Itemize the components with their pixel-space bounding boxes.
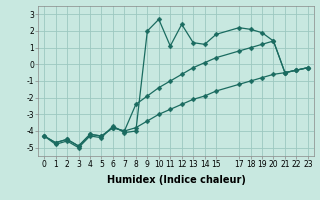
X-axis label: Humidex (Indice chaleur): Humidex (Indice chaleur) — [107, 175, 245, 185]
